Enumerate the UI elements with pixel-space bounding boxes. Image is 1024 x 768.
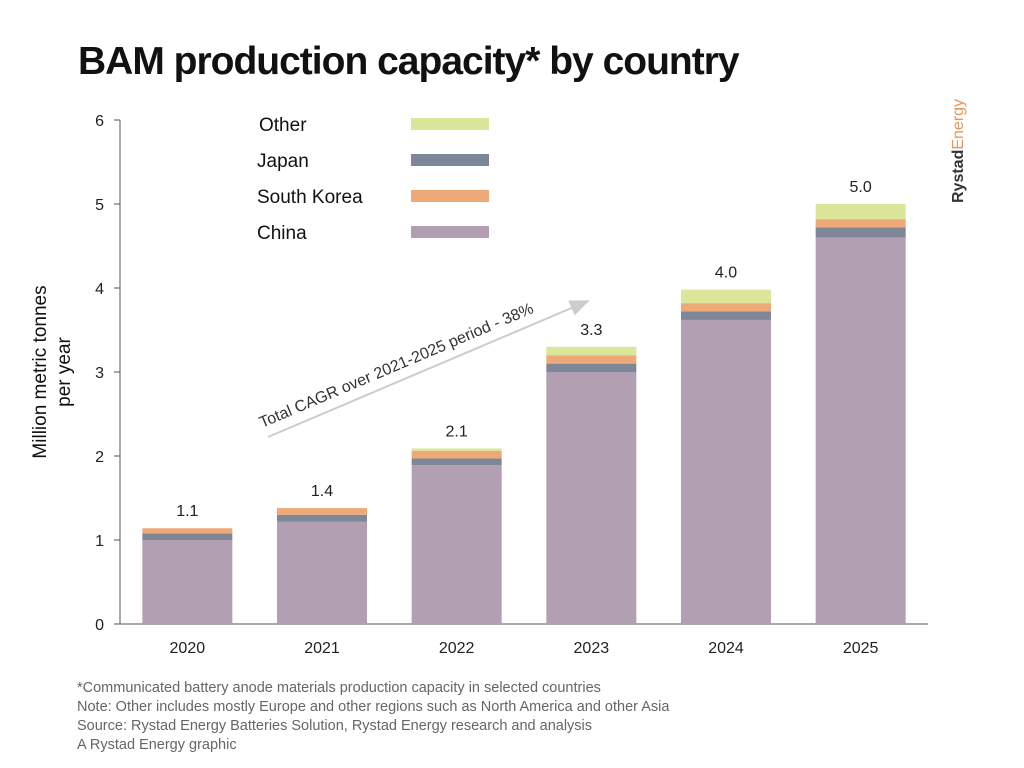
legend-label-china: China: [257, 223, 307, 244]
bar-south-korea-2023: [546, 355, 637, 364]
legend-swatch-other: [411, 118, 489, 130]
y-tick-label: 4: [95, 281, 104, 298]
legend-label-other: Other: [259, 115, 307, 136]
bars: [142, 204, 906, 624]
bar-japan-2025: [815, 227, 906, 238]
y-tick-label: 0: [95, 617, 104, 634]
legend-swatch-china: [411, 226, 489, 238]
legend-label-south-korea: South Korea: [257, 187, 363, 208]
footnote-note: Note: Other includes mostly Europe and o…: [77, 699, 670, 715]
brand-part1: Rystad: [950, 150, 967, 203]
rystad-energy-logo: RystadEnergy: [950, 99, 967, 203]
footnote-credit: A Rystad Energy graphic: [77, 737, 237, 753]
bar-china-2021: [277, 521, 367, 624]
bar-japan-2022: [411, 458, 502, 466]
brand-text: RystadEnergy: [950, 99, 967, 203]
legend: Other Japan South Korea China: [257, 115, 489, 244]
total-label-2022: 2.1: [446, 423, 468, 440]
total-label-2025: 5.0: [850, 179, 872, 196]
total-label-2024: 4.0: [715, 265, 737, 282]
bar-japan-2021: [277, 514, 367, 522]
y-tick-label: 1: [95, 533, 104, 550]
bar-china-2024: [681, 319, 771, 624]
axes: 0 1 2 3 4 5 6 Million metric tonnes per year: [30, 113, 928, 634]
bar-south-korea-2020: [142, 528, 233, 534]
bar-china-2022: [411, 465, 502, 624]
bar-japan-2023: [546, 363, 637, 372]
x-tick-label-2023: 2023: [574, 640, 610, 657]
bar-south-korea-2022: [411, 450, 502, 459]
x-tick-label-2020: 2020: [170, 640, 206, 657]
brand-part2: Energy: [950, 99, 967, 150]
bar-japan-2020: [142, 533, 233, 540]
y-tick-label: 5: [95, 197, 104, 214]
bar-china-2025: [815, 237, 906, 624]
legend-swatch-south-korea: [411, 190, 489, 202]
x-tick-label-2025: 2025: [843, 640, 879, 657]
legend-swatch-japan: [411, 154, 489, 166]
y-tick-label: 3: [95, 365, 104, 382]
y-tick-label: 6: [95, 113, 104, 130]
legend-label-japan: Japan: [257, 151, 309, 172]
total-label-2023: 3.3: [580, 322, 602, 339]
x-tick-label-2022: 2022: [439, 640, 475, 657]
cagr-annotation: Total CAGR over 2021-2025 period - 38%: [257, 300, 590, 438]
chart-title: BAM production capacity* by country: [78, 40, 740, 83]
bar-other-2022: [411, 448, 502, 451]
footnote-asterisk: *Communicated battery anode materials pr…: [77, 680, 601, 696]
x-tick-label-2024: 2024: [708, 640, 744, 657]
bar-other-2023: [546, 346, 637, 356]
bar-china-2020: [142, 540, 233, 624]
bar-other-2024: [681, 289, 771, 304]
bar-south-korea-2025: [815, 219, 906, 228]
bar-japan-2024: [681, 311, 771, 320]
y-tick-label: 2: [95, 449, 104, 466]
bar-south-korea-2021: [277, 508, 367, 515]
total-label-2021: 1.4: [311, 483, 333, 500]
y-axis-title-line: Million metric tonnes: [30, 285, 51, 458]
bar-south-korea-2024: [681, 303, 771, 312]
data-labels: 1.1 2020 1.4 2021 2.1 2022 3.3 2023 4.0 2024 5.0 20…: [170, 179, 879, 657]
footnote-source: Source: Rystad Energy Batteries Solution…: [77, 718, 593, 734]
total-label-2020: 1.1: [176, 503, 198, 520]
cagr-arrow: [267, 300, 590, 438]
bar-china-2023: [546, 372, 637, 624]
x-tick-label-2021: 2021: [304, 640, 340, 657]
y-axis-title-line: per year: [54, 336, 75, 406]
cagr-annotation-text: Total CAGR over 2021-2025 period - 38%: [257, 300, 536, 431]
bar-other-2025: [815, 204, 906, 220]
y-axis-title: Million metric tonnes per year: [30, 285, 75, 458]
footnotes: *Communicated battery anode materials pr…: [77, 679, 669, 755]
stacked-bar-chart: 0 1 2 3 4 5 6 Million metric tonnes per year 1.1…: [30, 113, 928, 657]
